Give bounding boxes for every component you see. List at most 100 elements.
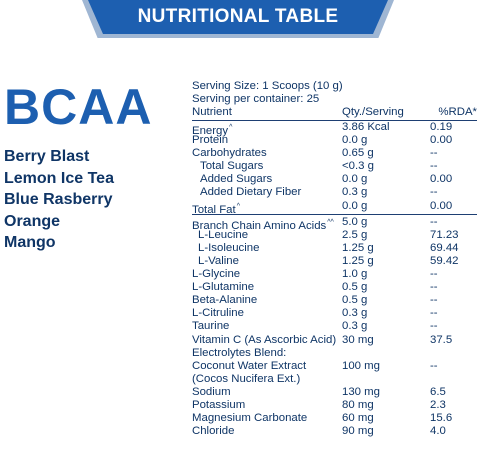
nutrient-name: Branch Chain Amino Acids^^	[192, 218, 334, 232]
table-row: Branch Chain Amino Acids^^ 5.0 g --	[192, 213, 477, 232]
table-row: Taurine 0.3 g --	[192, 320, 477, 333]
serving-size: Serving Size: 1 Scoops (10 g)	[192, 80, 343, 92]
nutrient-name: Energy^	[192, 124, 233, 137]
nutrient-name: Added Dietary Fiber	[200, 186, 302, 199]
table-row: L-Glutamine 0.5 g --	[192, 281, 477, 294]
table-row: Beta-Alanine 0.5 g --	[192, 294, 477, 307]
nutrient-qty: 0.3 g	[342, 320, 368, 333]
nutrient-qty: 2.5 g	[342, 228, 368, 241]
table-row: L-Leucine 2.5 g 71.23	[192, 229, 477, 242]
table-row: Added Dietary Fiber 0.3 g --	[192, 186, 477, 199]
table-row: Vitamin C (As Ascorbic Acid) 30 mg 37.5	[192, 334, 477, 347]
nutrient-qty: 1.25 g	[342, 241, 374, 254]
nutrient-rda: 59.42	[430, 254, 459, 267]
nutrient-rda: 6.5	[430, 385, 446, 398]
table-row: Sodium 130 mg 6.5	[192, 386, 477, 399]
nutrient-name: L-Citruline	[192, 307, 244, 320]
table-row: Electrolytes Blend:	[192, 347, 477, 360]
nutrient-rda: 0.00	[430, 199, 453, 212]
nutrient-name: L-Leucine	[198, 228, 249, 241]
nutrient-name: Coconut Water Extract	[192, 359, 307, 372]
nutrient-rda: --	[430, 215, 438, 228]
nutrient-name: Electrolytes Blend:	[192, 346, 287, 359]
nutrient-rda: --	[430, 160, 438, 173]
nutrient-qty	[342, 373, 430, 386]
table-row: Chloride 90 mg 4.0	[192, 425, 477, 438]
nutrient-name: Potassium	[192, 398, 246, 411]
nutrient-qty: 5.0 g	[342, 215, 368, 228]
nutrient-qty: 0.0 g	[342, 134, 368, 147]
nutrient-qty: 0.3 g	[342, 186, 368, 199]
nutrient-rda: --	[430, 268, 438, 281]
nutrient-rda	[430, 347, 477, 360]
nutrient-name: Beta-Alanine	[192, 294, 258, 307]
nutrient-qty: 30 mg	[342, 333, 374, 346]
table-row: Coconut Water Extract 100 mg --	[192, 360, 477, 373]
nutrient-rda: 4.0	[430, 425, 446, 438]
nutrient-name: L-Glycine	[192, 268, 241, 281]
nutrient-rda: 69.44	[430, 241, 459, 254]
nutrient-rda: 37.5	[430, 333, 453, 346]
nutrition-rows: Energy^ 3.86 Kcal 0.19 Protein 0.0 g 0.00 Carb…	[192, 121, 477, 438]
nutrient-rda: 0.00	[430, 134, 453, 147]
title-banner	[88, 0, 388, 34]
nutrient-qty: 1.25 g	[342, 254, 374, 267]
nutrient-qty: 0.5 g	[342, 294, 368, 307]
table-header: Nutrient Qty./Serving %RDA*	[192, 106, 477, 121]
nutrient-qty: 0.0 g	[342, 199, 368, 212]
nutrient-rda: --	[430, 307, 438, 320]
nutrient-name: L-Valine	[198, 254, 239, 267]
flavor-item: Berry Blast	[4, 148, 90, 165]
flavor-item: Blue Rasberry	[4, 191, 113, 208]
nutrient-rda: 0.19	[430, 121, 453, 133]
nutrient-name: Sodium	[192, 385, 231, 398]
table-row: Potassium 80 mg 2.3	[192, 399, 477, 412]
nutrient-rda: --	[430, 186, 438, 199]
flavor-list: Berry Blast Lemon Ice Tea Blue Rasberry …	[4, 146, 114, 254]
nutrient-name: Total Fat^	[192, 202, 240, 216]
nutrient-qty: 1.0 g	[342, 268, 368, 281]
nutrient-rda: 0.00	[430, 173, 453, 186]
nutrient-qty: 90 mg	[342, 425, 374, 438]
nutrient-qty: 0.65 g	[342, 147, 374, 160]
table-row: L-Citruline 0.3 g --	[192, 307, 477, 320]
table-row: Carbohydrates 0.65 g --	[192, 147, 477, 160]
nutrient-name: L-Isoleucine	[198, 241, 260, 254]
nutrient-rda: --	[430, 147, 438, 160]
nutrient-name: Taurine	[192, 320, 230, 333]
nutrient-name: Carbohydrates	[192, 147, 267, 160]
banner-title: NUTRITIONAL TABLE	[137, 6, 339, 27]
header-nutrient: Nutrient	[192, 106, 232, 118]
table-row: L-Valine 1.25 g 59.42	[192, 255, 477, 268]
nutrient-rda: --	[430, 359, 438, 372]
nutrient-name: Added Sugars	[200, 173, 273, 186]
table-row: Added Sugars 0.0 g 0.00	[192, 173, 477, 186]
table-row: (Cocos Nucifera Ext.)	[192, 373, 477, 386]
header-qty: Qty./Serving	[342, 106, 404, 118]
nutrient-name: Vitamin C (As Ascorbic Acid)	[192, 333, 337, 346]
nutrient-qty: 60 mg	[342, 412, 374, 425]
footnote-mark: ^	[236, 202, 240, 210]
footnote-mark: ^	[229, 124, 233, 131]
nutrient-qty: 100 mg	[342, 359, 380, 372]
table-row: L-Isoleucine 1.25 g 69.44	[192, 242, 477, 255]
table-row: Total Fat^ 0.0 g 0.00	[192, 200, 477, 216]
nutrient-rda	[430, 373, 477, 386]
nutrition-panel: Serving Size: 1 Scoops (10 g) Serving pe…	[192, 80, 477, 438]
nutrient-name: Total Sugars	[200, 160, 264, 173]
nutrient-qty: 0.3 g	[342, 307, 368, 320]
nutrient-name: Magnesium Carbonate	[192, 412, 308, 425]
header-rda: %RDA*	[438, 106, 477, 118]
flavor-item: Orange	[4, 212, 61, 230]
nutrient-name: Protein	[192, 134, 229, 147]
nutrient-rda: 15.6	[430, 412, 453, 425]
nutrient-qty: 0.5 g	[342, 281, 368, 294]
nutrient-rda: --	[430, 320, 438, 333]
table-row: Total Sugars <0.3 g --	[192, 160, 477, 173]
nutrient-name: (Cocos Nucifera Ext.)	[192, 372, 301, 385]
nutrient-qty	[342, 347, 430, 360]
footnote-mark: ^^	[327, 218, 334, 226]
nutrient-qty: 0.0 g	[342, 173, 368, 186]
nutrient-rda: --	[430, 294, 438, 307]
servings-per-container: Serving per container: 25	[192, 93, 320, 105]
